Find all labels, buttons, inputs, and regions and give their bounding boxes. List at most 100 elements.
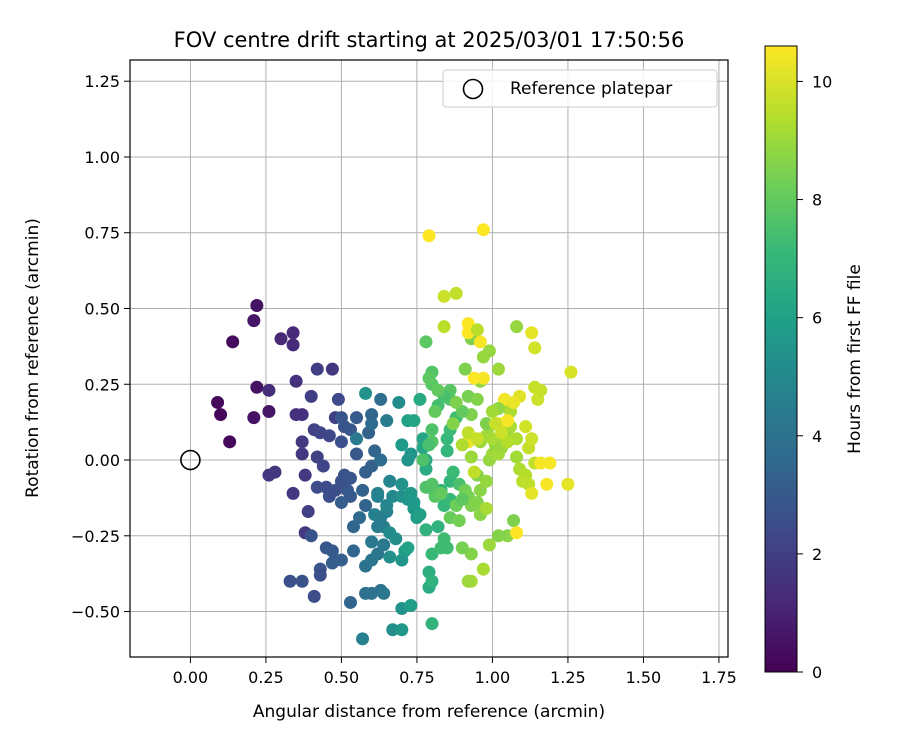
- data-point: [356, 483, 370, 497]
- data-point: [289, 374, 303, 388]
- data-point: [365, 408, 379, 422]
- data-point: [295, 447, 309, 461]
- data-point: [419, 523, 433, 537]
- data-point: [510, 320, 524, 334]
- colorbar-tick-label: 6: [812, 309, 822, 328]
- y-axis-label: Rotation from reference (arcmin): [23, 218, 43, 498]
- colorbar-label: Hours from first FF file: [845, 264, 865, 454]
- data-point: [356, 632, 370, 646]
- x-axis-label: Angular distance from reference (arcmin): [253, 702, 605, 722]
- data-point: [485, 405, 499, 419]
- y-tick-label: 0.25: [84, 375, 120, 394]
- data-point: [431, 520, 445, 534]
- data-point: [295, 435, 309, 449]
- data-point: [425, 477, 439, 491]
- data-point: [310, 480, 324, 494]
- data-point: [476, 223, 490, 237]
- data-point: [473, 335, 487, 349]
- data-point: [295, 574, 309, 588]
- data-point: [431, 383, 445, 397]
- data-point: [262, 383, 276, 397]
- y-tick-label: 0.50: [84, 299, 120, 318]
- x-tick-label: 1.25: [550, 668, 586, 687]
- data-point: [395, 438, 409, 452]
- data-points: [211, 223, 578, 646]
- x-tick-label: 0.50: [324, 668, 360, 687]
- data-point: [507, 395, 521, 409]
- data-point: [467, 465, 481, 479]
- data-point: [479, 502, 493, 516]
- data-point: [540, 477, 554, 491]
- data-point: [467, 371, 481, 385]
- data-point: [343, 595, 357, 609]
- data-point: [304, 389, 318, 403]
- data-point: [416, 453, 430, 467]
- data-point: [214, 408, 228, 422]
- data-point: [365, 535, 379, 549]
- data-point: [561, 477, 575, 491]
- x-tick-label: 1.50: [626, 668, 662, 687]
- data-point: [274, 332, 288, 346]
- data-point: [470, 432, 484, 446]
- data-point: [422, 371, 436, 385]
- colorbar-tick-label: 4: [812, 427, 822, 446]
- data-point: [301, 505, 315, 519]
- data-point: [464, 450, 478, 464]
- data-point: [455, 541, 469, 555]
- data-point: [226, 335, 240, 349]
- data-point: [491, 529, 505, 543]
- data-point: [286, 486, 300, 500]
- data-point: [519, 420, 533, 434]
- data-point: [313, 568, 327, 582]
- data-point: [250, 298, 264, 312]
- data-point: [401, 541, 415, 555]
- data-point: [404, 447, 418, 461]
- data-point: [452, 514, 466, 528]
- data-point: [350, 411, 364, 425]
- data-point: [392, 395, 406, 409]
- data-point: [476, 562, 490, 576]
- data-point: [525, 432, 539, 446]
- data-point: [286, 338, 300, 352]
- data-point: [470, 323, 484, 337]
- legend-box: [442, 69, 718, 108]
- data-point: [494, 426, 508, 440]
- data-point: [395, 623, 409, 637]
- data-point: [334, 411, 348, 425]
- data-point: [322, 429, 336, 443]
- data-point: [534, 383, 548, 397]
- data-point: [316, 459, 330, 473]
- data-point: [377, 586, 391, 600]
- data-point: [374, 453, 388, 467]
- data-point: [334, 435, 348, 449]
- data-point: [437, 320, 451, 334]
- data-point: [389, 532, 403, 546]
- legend: Reference platepar: [442, 69, 718, 108]
- data-point: [543, 456, 557, 470]
- data-point: [298, 468, 312, 482]
- reference-marker: [180, 449, 201, 471]
- data-point: [359, 386, 373, 400]
- data-point: [386, 489, 400, 503]
- data-point: [434, 486, 448, 500]
- data-point: [247, 314, 261, 328]
- data-point: [476, 371, 490, 385]
- x-tick-label: 0.75: [399, 668, 435, 687]
- data-point: [283, 574, 297, 588]
- data-point: [510, 526, 524, 540]
- data-point: [525, 326, 539, 340]
- data-point: [211, 395, 225, 409]
- data-point: [437, 289, 451, 303]
- data-point: [407, 495, 421, 509]
- data-point: [419, 335, 433, 349]
- x-tick-label: 0.00: [173, 668, 209, 687]
- data-point: [422, 229, 436, 243]
- data-point: [395, 477, 409, 491]
- y-tick-label: 0.00: [84, 451, 120, 470]
- data-point: [449, 395, 463, 409]
- data-point: [428, 405, 442, 419]
- x-tick-label: 1.00: [475, 668, 511, 687]
- legend-entry: Reference platepar: [510, 79, 672, 99]
- y-axis-ticks: −0.50 −0.25 0.00 0.25 0.50 0.75 1.00 1.25: [71, 72, 130, 622]
- data-point: [470, 392, 484, 406]
